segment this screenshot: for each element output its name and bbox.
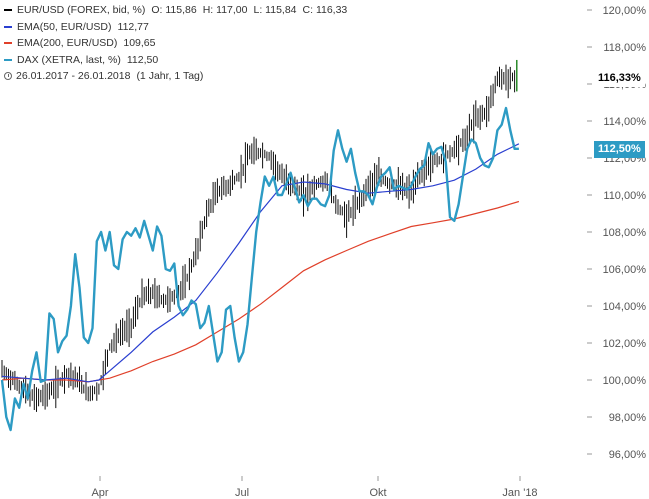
legend-ema50: EMA(50, EUR/USD) 112,77 — [4, 19, 347, 36]
close-value: 116,33 — [315, 4, 348, 16]
ema50-value: 112,77 — [117, 20, 149, 33]
open-label: O: — [151, 4, 163, 16]
legend-ema200: EMA(200, EUR/USD) 109,65 — [4, 35, 347, 52]
dax-value: 112,50 — [126, 53, 159, 66]
y-tick-label: 96,00% — [609, 449, 647, 461]
ema200-swatch — [4, 42, 12, 45]
open-value: 115,86 — [165, 4, 197, 16]
x-axis: Apr Jul Okt Jan '18 — [91, 476, 538, 499]
x-tick-label: Jan '18 — [502, 487, 537, 499]
ema50-label: EMA(50, EUR/USD) — [17, 20, 112, 33]
y-tick-label: 98,00% — [609, 412, 647, 424]
eurusd-ohlc-series — [1, 59, 518, 412]
low-label: L: — [253, 4, 263, 16]
ema50-swatch — [4, 25, 12, 28]
dax-line — [0, 106, 519, 432]
chart-legend: EUR/USD (FOREX, bid, %) O: 115,86 H: 117… — [4, 2, 347, 85]
y-tick-label: 108,00% — [603, 227, 647, 239]
eurusd-label: EUR/USD (FOREX, bid, %) — [17, 4, 146, 16]
x-tick-label: Jul — [235, 487, 249, 499]
clock-icon — [4, 72, 12, 81]
y-tick-label: 110,00% — [603, 190, 646, 202]
ema50-line — [1, 143, 520, 383]
legend-range: 26.01.2017 - 26.01.2018 (1 Jahr, 1 Tag) — [4, 68, 347, 85]
y-tick-label: 100,00% — [603, 375, 647, 387]
ema200-label: EMA(200, EUR/USD) — [17, 37, 118, 49]
high-label: H: — [202, 4, 214, 16]
low-value: 115,84 — [265, 4, 297, 16]
dax-swatch — [4, 58, 12, 61]
x-tick-label: Apr — [91, 487, 108, 499]
eurusd-swatch — [4, 9, 12, 12]
eurusd-price-badge: 116,33% — [594, 69, 645, 87]
y-tick-label: 102,00% — [603, 338, 647, 350]
y-axis: 96,00% 98,00% 100,00% 102,00% 104,00% 106,00%… — [587, 5, 647, 461]
range-detail: (1 Jahr, 1 Tag) — [136, 70, 204, 82]
legend-dax: DAX (XETRA, last, %) 112,50 — [4, 52, 347, 69]
y-tick-label: 106,00% — [603, 264, 647, 276]
high-value: 117,00 — [216, 4, 248, 16]
dax-label: DAX (XETRA, last, %) — [17, 53, 121, 66]
x-tick-label: Okt — [369, 487, 386, 499]
legend-eurusd: EUR/USD (FOREX, bid, %) O: 115,86 H: 117… — [4, 2, 347, 19]
y-tick-label: 104,00% — [603, 301, 647, 313]
ema200-value: 109,65 — [123, 37, 156, 49]
y-tick-label: 118,00% — [603, 42, 646, 54]
close-label: C: — [302, 4, 314, 16]
y-tick-label: 120,00% — [603, 5, 647, 17]
range-label: 26.01.2017 - 26.01.2018 — [16, 70, 131, 82]
y-tick-label: 114,00% — [603, 116, 646, 128]
dax-price-badge: 112,50% — [594, 140, 645, 158]
